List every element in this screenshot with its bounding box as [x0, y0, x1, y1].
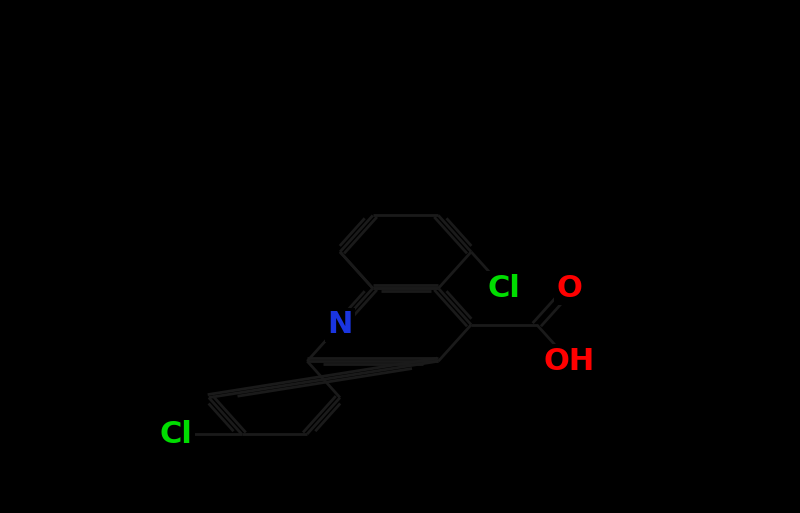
Text: Cl: Cl: [159, 420, 193, 448]
Text: OH: OH: [544, 347, 595, 376]
Text: O: O: [557, 274, 582, 303]
Text: Cl: Cl: [487, 274, 521, 303]
Text: N: N: [327, 310, 353, 339]
